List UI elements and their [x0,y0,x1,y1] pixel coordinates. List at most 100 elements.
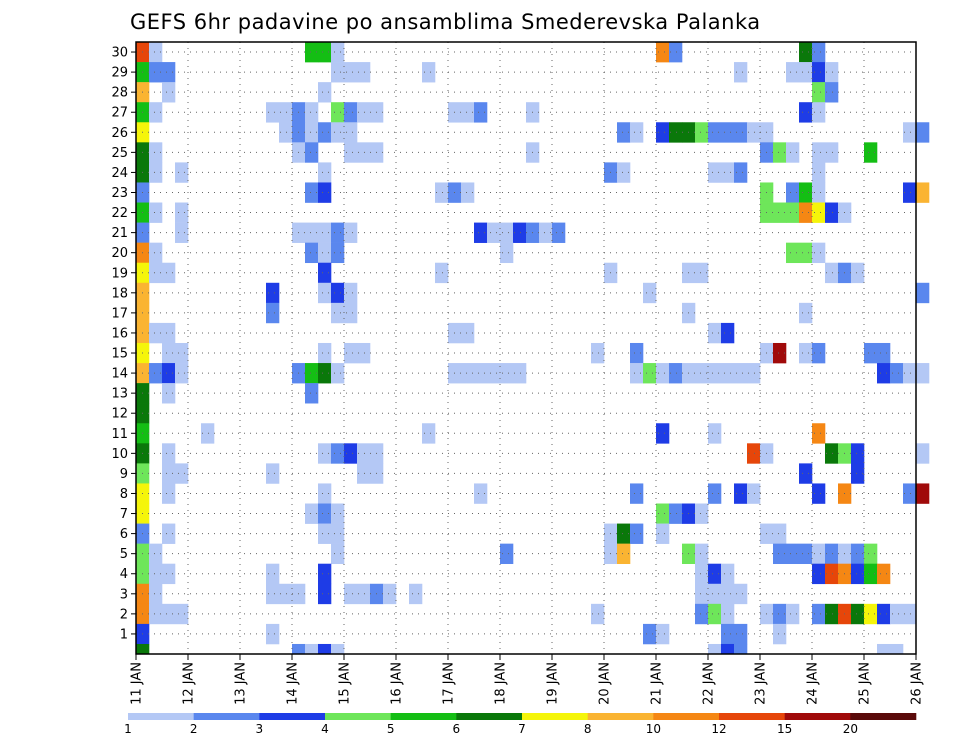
heatmap-cell [877,563,891,585]
heatmap-cell [747,443,761,464]
heatmap-cell [149,102,163,123]
heatmap-cell [461,182,475,203]
y-tick-label: 27 [111,106,128,121]
heatmap-cell [669,122,683,143]
heatmap-cell [162,463,189,484]
heatmap-cell [773,342,787,364]
heatmap-cell [162,483,176,504]
heatmap-cell [305,503,319,524]
heatmap-cell [331,543,345,565]
heatmap-cell [162,443,176,464]
colorbar-label: 2 [190,722,198,736]
heatmap-cell [318,563,332,585]
x-tick-label: 13 JAN [234,662,249,705]
colorbar-label: 10 [646,722,661,736]
heatmap-cell [552,222,566,243]
heatmap-cell [721,563,735,585]
heatmap-cell [331,523,345,544]
y-tick-label: 28 [111,86,128,101]
heatmap-cell [331,242,345,264]
y-tick-label: 2 [120,607,128,622]
heatmap-cell [890,603,917,625]
heatmap-cell [799,102,813,123]
heatmap-cell [656,423,670,444]
heatmap-cell [786,242,813,264]
heatmap-cell [474,483,488,504]
heatmap-cell [890,363,904,384]
heatmap-cell [656,523,670,544]
heatmap-cell [292,643,306,655]
heatmap-cell [812,62,826,83]
heatmap-cell [162,82,176,103]
heatmap-cell [474,222,488,243]
colorbar-swatch [719,713,785,720]
heatmap-cell [383,583,397,605]
x-tick-label: 16 JAN [390,662,405,705]
heatmap-cell [630,483,644,504]
heatmap-cell [474,102,488,123]
heatmap-cell [721,603,735,625]
x-tick-label: 22 JAN [702,662,717,705]
heatmap-cell [825,443,839,464]
heatmap-cell [630,523,644,544]
heatmap-cell [305,42,319,63]
heatmap-cell [487,222,514,243]
heatmap-cell [747,483,761,504]
heatmap-cell [149,202,163,223]
heatmap-cell [773,543,787,565]
y-tick-label: 23 [111,186,128,201]
heatmap-cell [149,583,163,605]
heatmap-cell [149,563,176,585]
colorbar: 1 2 3 4 5 6 7 8 10 12 15 20 [124,713,917,736]
colorbar-label: 6 [453,722,461,736]
heatmap-cell [786,182,800,203]
heatmap-cell [448,363,527,384]
heatmap-cell [786,543,813,565]
heatmap-cell [448,102,475,123]
x-tick-label: 23 JAN [754,662,769,705]
y-tick-label: 26 [111,126,128,141]
heatmap-cell [773,142,787,163]
heatmap-cell [812,82,826,103]
y-tick-label: 15 [111,347,128,362]
colorbar-label: 4 [321,722,329,736]
heatmap-cell [292,222,332,243]
heatmap-cell [825,603,839,625]
y-tick-label: 6 [120,527,128,542]
heatmap-cell [318,182,332,203]
heatmap-cell [318,443,332,464]
heatmap-cell [812,483,826,504]
heatmap-cell [786,603,800,625]
heatmap-cell [266,583,306,605]
heatmap-cell [669,363,683,384]
heatmap-cell [331,302,358,324]
heatmap-cell [799,302,813,324]
heatmap-cell [695,543,709,565]
heatmap-cell [331,222,345,243]
heatmap-cell [708,122,748,143]
y-tick-label: 19 [111,266,128,281]
colorbar-label: 8 [584,722,592,736]
heatmap-cell [708,483,722,504]
heatmap-cell [331,42,345,63]
colorbar-swatch [653,713,720,720]
heatmap-cell [591,342,605,364]
colorbar-swatch [522,713,588,720]
heatmap-cell [331,102,345,123]
heatmap-cell [149,262,176,284]
heatmap-cell [344,282,358,304]
heatmap-cell [825,563,839,585]
heatmap-cell [305,142,319,163]
heatmap-cell [721,643,735,655]
heatmap-cell [864,342,891,364]
heatmap-cells [136,42,930,655]
y-tick-label: 4 [120,567,128,582]
heatmap-cell [708,563,722,585]
heatmap-cell [591,603,605,625]
heatmap-cell [812,603,826,625]
heatmap-cell [786,142,800,163]
colorbar-swatch [850,713,917,720]
heatmap-cell [422,423,436,444]
colorbar-swatch [128,713,194,720]
